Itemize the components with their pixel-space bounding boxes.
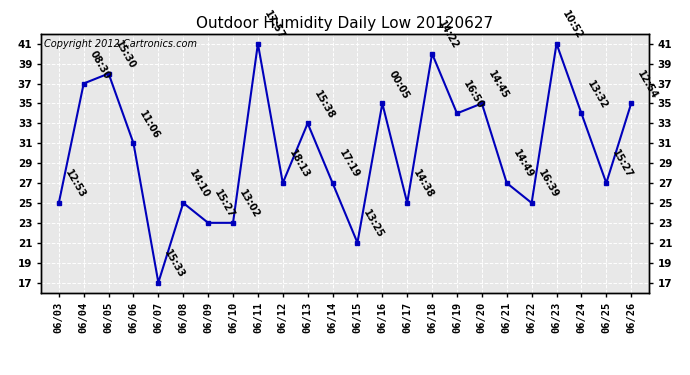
Text: 15:27: 15:27 — [611, 148, 635, 180]
Text: 13:25: 13:25 — [362, 208, 386, 240]
Text: 14:49: 14:49 — [511, 148, 535, 180]
Text: 18:13: 18:13 — [287, 148, 311, 180]
Text: 16:39: 16:39 — [536, 168, 560, 200]
Text: 00:05: 00:05 — [386, 69, 411, 100]
Text: 17:57: 17:57 — [262, 9, 286, 41]
Text: 14:45: 14:45 — [486, 69, 510, 100]
Text: 14:22: 14:22 — [436, 19, 460, 51]
Text: 12:54: 12:54 — [635, 69, 660, 100]
Text: 16:50: 16:50 — [461, 79, 485, 111]
Text: 13:02: 13:02 — [237, 188, 262, 220]
Title: Outdoor Humidity Daily Low 20120627: Outdoor Humidity Daily Low 20120627 — [197, 16, 493, 31]
Text: 12:53: 12:53 — [63, 168, 87, 200]
Text: 11:06: 11:06 — [137, 109, 161, 141]
Text: 08:30: 08:30 — [88, 49, 112, 81]
Text: 14:10: 14:10 — [188, 168, 212, 200]
Text: 15:33: 15:33 — [163, 248, 187, 280]
Text: 15:38: 15:38 — [312, 88, 336, 120]
Text: 13:32: 13:32 — [586, 79, 610, 111]
Text: 15:27: 15:27 — [213, 188, 237, 220]
Text: 17:19: 17:19 — [337, 148, 361, 180]
Text: Copyright 2012 Cartronics.com: Copyright 2012 Cartronics.com — [44, 39, 197, 49]
Text: 10:52: 10:52 — [561, 9, 585, 41]
Text: 15:30: 15:30 — [112, 39, 137, 71]
Text: 14:38: 14:38 — [411, 168, 435, 200]
